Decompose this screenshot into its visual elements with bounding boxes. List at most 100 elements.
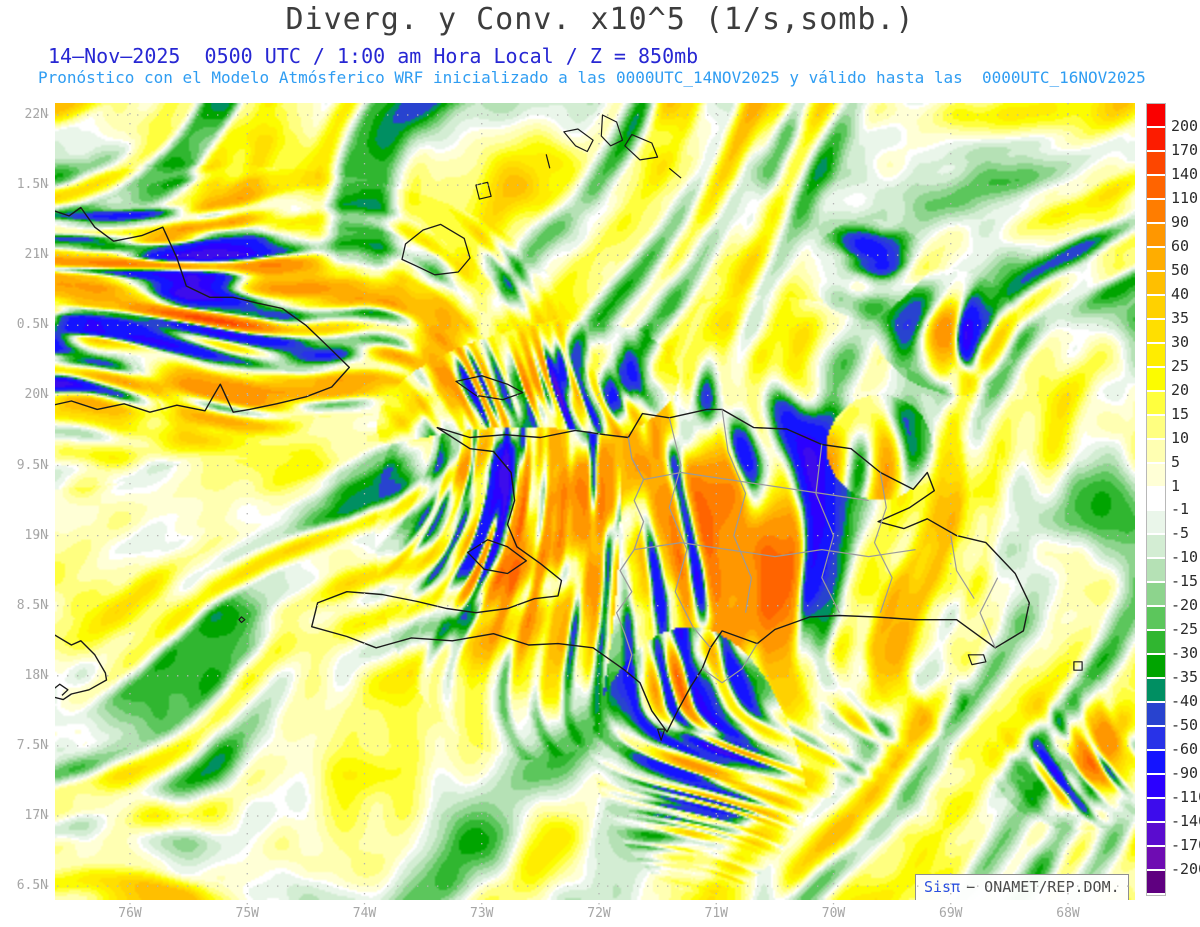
page-title: Diverg. y Conv. x10^5 (1/s,somb.) xyxy=(285,2,915,37)
colorbar-tick-label: 1 xyxy=(1171,476,1181,495)
coastline-hispaniola xyxy=(311,408,1030,733)
colorbar xyxy=(1146,103,1166,896)
x-axis-label: 73W xyxy=(470,906,494,921)
colorbar-tick-label: 10 xyxy=(1171,428,1190,447)
colorbar-tick-label: 170 xyxy=(1171,140,1199,159)
colorbar-tick-label: -110 xyxy=(1171,788,1200,807)
colorbar-tick-label: -40 xyxy=(1171,692,1199,711)
colorbar-cell xyxy=(1147,439,1165,462)
colorbar-cell xyxy=(1147,703,1165,726)
colorbar-cell xyxy=(1147,343,1165,366)
colorbar-cell xyxy=(1147,104,1165,126)
colorbar-tick-label: -15 xyxy=(1171,572,1199,591)
island-grand-turk xyxy=(668,167,682,179)
colorbar-tick-label: -60 xyxy=(1171,740,1199,759)
colorbar-cell xyxy=(1147,607,1165,630)
colorbar-tick-label: -25 xyxy=(1171,620,1199,639)
island-mona xyxy=(1073,661,1083,671)
model-info-line: Pronóstico con el Modelo Atmósferico WRF… xyxy=(38,68,1146,87)
colorbar-cell xyxy=(1147,535,1165,558)
colorbar-tick-label: 110 xyxy=(1171,188,1199,207)
divergence-field-canvas xyxy=(55,103,1135,900)
colorbar-cell xyxy=(1147,295,1165,318)
border-dr-province xyxy=(634,542,916,558)
colorbar-cell xyxy=(1147,727,1165,750)
colorbar-cell xyxy=(1147,247,1165,270)
colorbar-tick-label: 140 xyxy=(1171,164,1199,183)
border-dr-province xyxy=(815,444,840,613)
colorbar-tick-label: 30 xyxy=(1171,332,1190,351)
y-axis-label: 1.5N xyxy=(16,177,48,193)
watermark-text: − ONAMET/REP.DOM. xyxy=(966,878,1120,896)
island-caicos-east xyxy=(624,134,659,161)
colorbar-cell xyxy=(1147,679,1165,702)
x-axis-label: 68W xyxy=(1056,906,1080,921)
colorbar-tick-label: 20 xyxy=(1171,380,1190,399)
y-axis-label: 0.5N xyxy=(16,317,48,333)
watermark-brand: Sisπ xyxy=(924,878,961,896)
colorbar-cell xyxy=(1147,127,1165,150)
border-dr-province xyxy=(979,577,999,649)
colorbar-tick-label: -170 xyxy=(1171,836,1200,855)
border-haiti-dr xyxy=(615,437,645,672)
colorbar-tick-label: 15 xyxy=(1171,404,1190,423)
colorbar-cell xyxy=(1147,151,1165,174)
y-axis-label: 20N xyxy=(24,387,48,403)
colorbar-tick-label: -30 xyxy=(1171,644,1199,663)
colorbar-cell xyxy=(1147,799,1165,822)
border-dr-province xyxy=(721,409,752,613)
colorbar-cell xyxy=(1147,319,1165,342)
y-axis-label: 21N xyxy=(24,247,48,263)
colorbar-tick-label: -200 xyxy=(1171,860,1200,879)
map-area: Sisπ − ONAMET/REP.DOM. xyxy=(55,103,1135,900)
colorbar-tick-label: -35 xyxy=(1171,668,1199,687)
border-dr-province xyxy=(668,417,711,649)
colorbar-cell xyxy=(1147,559,1165,582)
colorbar-cell xyxy=(1147,655,1165,678)
island-beata xyxy=(657,728,666,741)
x-axis-label: 75W xyxy=(235,906,259,921)
colorbar-tick-label: -5 xyxy=(1171,524,1190,543)
colorbar-tick-label: -140 xyxy=(1171,812,1200,831)
colorbar-tick-label: 90 xyxy=(1171,212,1190,231)
y-axis-label: 6.5N xyxy=(16,878,48,894)
valid-time-line: 14–Nov–2025 0500 UTC / 1:00 am Hora Loca… xyxy=(48,44,699,68)
colorbar-cell xyxy=(1147,631,1165,654)
island-little-inagua xyxy=(475,181,492,200)
y-axis-label: 9.5N xyxy=(16,457,48,473)
border-dr-province xyxy=(643,471,869,502)
colorbar-tick-label: -1 xyxy=(1171,500,1190,519)
colorbar-tick-label: 35 xyxy=(1171,308,1190,327)
colorbar-cell xyxy=(1147,199,1165,222)
colorbar-cell xyxy=(1147,391,1165,414)
colorbar-cell xyxy=(1147,823,1165,846)
colorbar-cell xyxy=(1147,487,1165,510)
colorbar-cell xyxy=(1147,367,1165,390)
colorbar-tick-label: 25 xyxy=(1171,356,1190,375)
coastlines-overlay xyxy=(55,114,1083,741)
colorbar-cell xyxy=(1147,463,1165,486)
y-axis-label: 8.5N xyxy=(16,597,48,613)
island-gonave xyxy=(467,539,527,575)
island-great-inagua xyxy=(401,223,471,276)
x-axis-label: 69W xyxy=(939,906,963,921)
coastline-jamaica xyxy=(55,634,108,701)
island-caicos-west xyxy=(563,128,594,153)
colorbar-tick-label: 5 xyxy=(1171,452,1181,471)
colorbar-cell xyxy=(1147,583,1165,606)
border-dr-province xyxy=(873,472,893,613)
colorbar-tick-label: 50 xyxy=(1171,260,1190,279)
coastline-cuba xyxy=(55,206,350,413)
border-dr-province xyxy=(950,535,975,600)
y-axis-label: 17N xyxy=(24,808,48,823)
x-axis-label: 76W xyxy=(118,906,142,921)
colorbar-cell xyxy=(1147,175,1165,198)
colorbar-tick-label: 40 xyxy=(1171,284,1190,303)
colorbar-tick-label: 200 xyxy=(1171,116,1199,135)
colorbar-tick-label: -10 xyxy=(1171,548,1199,567)
colorbar-tick-label: -50 xyxy=(1171,716,1199,735)
island-tortuga xyxy=(455,375,524,401)
x-axis-label: 72W xyxy=(587,906,611,921)
island-saona xyxy=(967,654,987,666)
